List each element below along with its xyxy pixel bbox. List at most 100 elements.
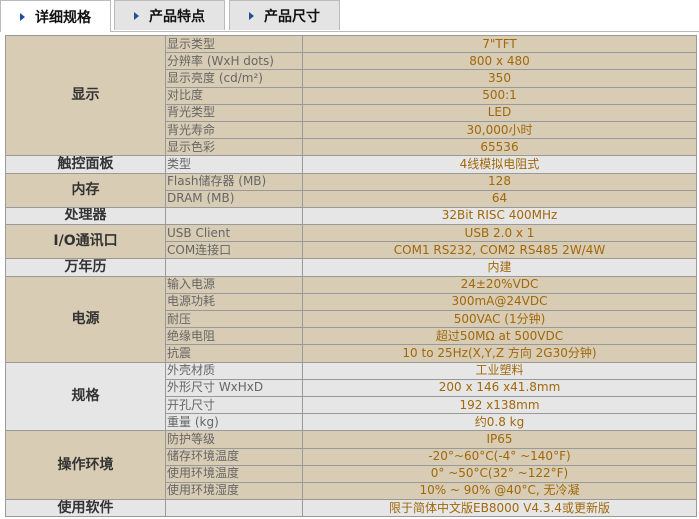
spec-label: 显示类型	[165, 34, 303, 54]
group-label: I/O通讯口	[5, 224, 166, 260]
table-row: 电源功耗 300mA@24VDC	[6, 292, 697, 312]
spec-label: 输入电源	[165, 275, 303, 294]
arrow-right-icon	[249, 11, 254, 20]
table-row: 电源 输入电源 24±20%VDC	[5, 275, 697, 363]
group-label: 触控面板	[5, 155, 166, 174]
spec-label: 重量 (kg)	[165, 413, 303, 432]
spec-value: 800 x 480	[302, 52, 697, 71]
table-row: 显示亮度 (cd/m²) 350	[6, 69, 697, 88]
group-label: 电源	[5, 275, 166, 363]
spec-label: 外形尺寸 WxHxD	[165, 378, 303, 397]
table-row: 分辨率 (WxH dots) 800 x 480	[6, 52, 697, 71]
spec-value: -20°~60°C(-4° ~140°F)	[302, 447, 697, 466]
spec-value: 32Bit RISC 400MHz	[302, 206, 697, 226]
spec-value: 65536	[302, 138, 697, 157]
table-row: 规格 外壳材质 工业塑料	[5, 361, 697, 432]
spec-value: 300mA@24VDC	[302, 292, 697, 312]
spec-table: 显示 显示类型 7"TFT 分辨率 (WxH dots) 800 x 480 显示亮度 (…	[5, 34, 697, 518]
spec-value: 超过50MΩ at 500VDC	[302, 327, 697, 346]
tab-bar: 详细规格 产品特点 产品尺寸	[0, 0, 699, 32]
spec-label: 耐压	[165, 309, 303, 329]
table-row: 内存 Flash储存器 (MB) 128	[5, 172, 697, 208]
table-row: 万年历 内建	[5, 258, 697, 277]
spec-value: 工业塑料	[302, 361, 697, 380]
arrow-right-icon	[134, 11, 139, 20]
tab-2[interactable]: 产品特点	[114, 0, 225, 30]
tab-3[interactable]: 产品尺寸	[229, 0, 340, 30]
group-label: 万年历	[5, 258, 166, 277]
spec-value: COM1 RS232, COM2 RS485 2W/4W	[302, 241, 697, 260]
spec-label: 使用环境湿度	[165, 481, 303, 501]
tab-label: 详细规格	[35, 9, 91, 26]
spec-label: Flash储存器 (MB)	[165, 172, 303, 191]
tab-label: 产品尺寸	[264, 8, 320, 25]
spec-value: 内建	[302, 258, 697, 277]
table-row: COM连接口 COM1 RS232, COM2 RS485 2W/4W	[6, 241, 697, 260]
arrow-right-icon	[20, 12, 25, 21]
spec-value: LED	[302, 103, 697, 122]
spec-value: IP65	[302, 430, 697, 449]
table-row: 抗震 10 to 25Hz(X,Y,Z 方向 2G30分钟)	[6, 344, 697, 363]
spec-label	[165, 258, 303, 277]
spec-value: 约0.8 kg	[302, 413, 697, 432]
spec-label: 背光类型	[165, 103, 303, 122]
spec-label: 显示亮度 (cd/m²)	[165, 69, 303, 88]
table-row: 显示 显示类型 7"TFT	[5, 34, 697, 157]
tab-label: 产品特点	[149, 8, 205, 25]
spec-label: DRAM (MB)	[165, 189, 303, 208]
table-row: 对比度 500:1	[6, 86, 697, 105]
tab-1[interactable]: 详细规格	[0, 0, 111, 32]
spec-value: 0° ~50°C(32° ~122°F)	[302, 464, 697, 483]
spec-label: 电源功耗	[165, 292, 303, 312]
spec-label: USB Client	[165, 224, 303, 243]
spec-value: 350	[302, 69, 697, 88]
spec-label	[165, 499, 303, 518]
group-label: 显示	[5, 34, 166, 157]
table-row: 操作环境 防护等级 IP65	[5, 430, 697, 501]
group-label: 使用软件	[5, 499, 166, 518]
table-row: I/O通讯口 USB Client USB 2.0 x 1	[5, 224, 697, 260]
spec-label: 防护等级	[165, 430, 303, 449]
spec-value: USB 2.0 x 1	[302, 224, 697, 243]
table-row: 绝缘电阻 超过50MΩ at 500VDC	[6, 327, 697, 346]
spec-label: 类型	[165, 155, 303, 174]
table-row: 使用环境温度 0° ~50°C(32° ~122°F)	[6, 464, 697, 483]
spec-label: 使用环境温度	[165, 464, 303, 483]
table-row: 触控面板 类型 4线模拟电阻式	[5, 155, 697, 174]
spec-label: 绝缘电阻	[165, 327, 303, 346]
group-label: 规格	[5, 361, 166, 432]
spec-value: 7"TFT	[302, 34, 697, 54]
group-label: 内存	[5, 172, 166, 208]
table-row: 外形尺寸 WxHxD 200 x 146 x41.8mm	[6, 378, 697, 397]
spec-label: 储存环境温度	[165, 447, 303, 466]
spec-label: 分辨率 (WxH dots)	[165, 52, 303, 71]
table-row: 开孔尺寸 192 x138mm	[6, 395, 697, 415]
spec-value: 64	[302, 189, 697, 208]
spec-value: 24±20%VDC	[302, 275, 697, 294]
spec-value: 10 to 25Hz(X,Y,Z 方向 2G30分钟)	[302, 344, 697, 363]
group-label: 处理器	[5, 206, 166, 226]
spec-label	[165, 206, 303, 226]
spec-value: 500:1	[302, 86, 697, 105]
spec-value: 128	[302, 172, 697, 191]
spec-value: 限于简体中文版EB8000 V4.3.4或更新版	[302, 499, 697, 518]
spec-label: 背光寿命	[165, 120, 303, 140]
spec-value: 30,000小时	[302, 120, 697, 140]
table-row: 显示色彩 65536	[6, 138, 697, 157]
table-row: DRAM (MB) 64	[6, 189, 697, 208]
spec-value: 192 x138mm	[302, 395, 697, 415]
spec-value: 4线模拟电阻式	[302, 155, 697, 174]
spec-value: 200 x 146 x41.8mm	[302, 378, 697, 397]
spec-label: 开孔尺寸	[165, 395, 303, 415]
table-row: 处理器 32Bit RISC 400MHz	[5, 206, 697, 226]
spec-label: 显示色彩	[165, 138, 303, 157]
group-label: 操作环境	[5, 430, 166, 501]
spec-value: 10% ~ 90% @40°C, 无冷凝	[302, 481, 697, 501]
spec-label: 对比度	[165, 86, 303, 105]
table-row: 使用环境湿度 10% ~ 90% @40°C, 无冷凝	[6, 481, 697, 501]
spec-value: 500VAC (1分钟)	[302, 309, 697, 329]
spec-label: COM连接口	[165, 241, 303, 260]
table-row: 储存环境温度 -20°~60°C(-4° ~140°F)	[6, 447, 697, 466]
table-row: 耐压 500VAC (1分钟)	[6, 309, 697, 329]
spec-label: 抗震	[165, 344, 303, 363]
